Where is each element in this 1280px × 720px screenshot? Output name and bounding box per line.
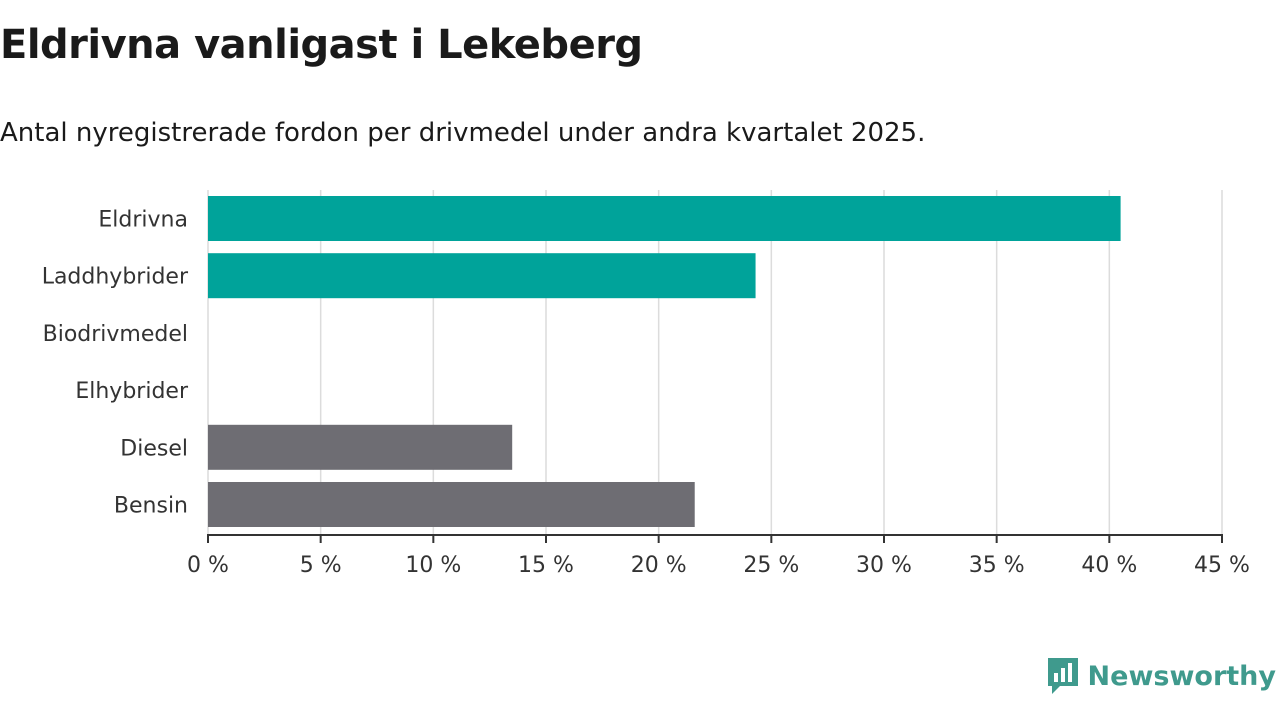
x-tick-label: 25 %: [743, 553, 799, 578]
bar: [208, 482, 695, 527]
x-tick-label: 35 %: [969, 553, 1025, 578]
chart-title: Eldrivna vanligast i Lekeberg: [0, 22, 643, 68]
brand-name: Newsworthy: [1087, 660, 1276, 692]
bar-chart-logo-icon: [1047, 658, 1078, 694]
category-label: Biodrivmedel: [43, 322, 188, 347]
bar-chart: Eldrivna Laddhybrider Biodrivmedel Elhybrid…: [42, 190, 1250, 578]
x-tick-label: 30 %: [856, 553, 912, 578]
category-label: Eldrivna: [98, 208, 188, 233]
category-label: Laddhybrider: [42, 265, 189, 290]
category-label: Bensin: [114, 494, 188, 519]
x-tick-label: 0 %: [187, 553, 229, 578]
bar: [208, 196, 1121, 241]
x-tick-label: 40 %: [1081, 553, 1137, 578]
bar: [208, 424, 513, 470]
x-tick-label: 5 %: [300, 553, 342, 578]
x-tick-label: 45 %: [1194, 553, 1250, 578]
x-tick-label: 20 %: [631, 553, 687, 578]
x-tick-label: 15 %: [518, 553, 574, 578]
category-label: Elhybrider: [75, 379, 189, 404]
x-tick-label: 10 %: [405, 553, 461, 578]
bar: [208, 253, 756, 299]
category-label: Diesel: [120, 436, 188, 461]
brand-logo: Newsworthy: [1046, 656, 1276, 696]
chart-subtitle: Antal nyregistrerade fordon per drivmede…: [0, 118, 926, 148]
